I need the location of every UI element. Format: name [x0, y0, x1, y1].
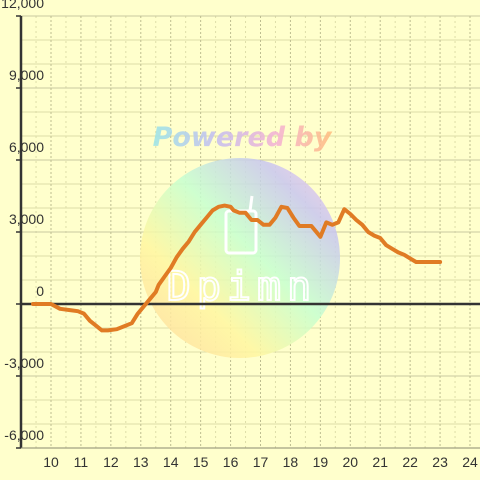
- x-tick-label: 21: [372, 454, 388, 470]
- y-tick-label: 6,000: [9, 139, 44, 155]
- x-tick-label: 13: [133, 454, 149, 470]
- x-tick-label: 24: [462, 454, 478, 470]
- x-tick-label: 23: [432, 454, 448, 470]
- x-tick-label: 12: [103, 454, 119, 470]
- y-tick-label: 12,000: [1, 0, 44, 11]
- x-tick-label: 20: [342, 454, 358, 470]
- series-line-0: [31, 203, 443, 333]
- y-tick-label: 0: [36, 283, 44, 299]
- x-tick-label: 16: [223, 454, 239, 470]
- tick-labels: -6,000 -3,000 0 3,000 6,000 9,000 12,000 10 11 12…: [1, 0, 478, 470]
- x-tick-label: 18: [283, 454, 299, 470]
- x-tick-label: 22: [402, 454, 418, 470]
- axes: [16, 15, 480, 449]
- y-tick-label: -6,000: [4, 427, 44, 443]
- x-tick-label: 19: [313, 454, 329, 470]
- x-tick-label: 11: [74, 454, 89, 470]
- watermark-text: Powered by: [153, 122, 333, 153]
- x-tick-label: 14: [163, 454, 179, 470]
- series-layer: [31, 203, 443, 333]
- y-tick-label: -3,000: [4, 355, 44, 371]
- x-tick-label: 15: [193, 454, 209, 470]
- y-tick-label: 3,000: [9, 211, 44, 227]
- x-tick-label: 17: [253, 454, 269, 470]
- y-tick-label: 9,000: [9, 67, 44, 83]
- watermark-rainbow-circle: [140, 158, 340, 358]
- x-tick-label: 10: [43, 454, 59, 470]
